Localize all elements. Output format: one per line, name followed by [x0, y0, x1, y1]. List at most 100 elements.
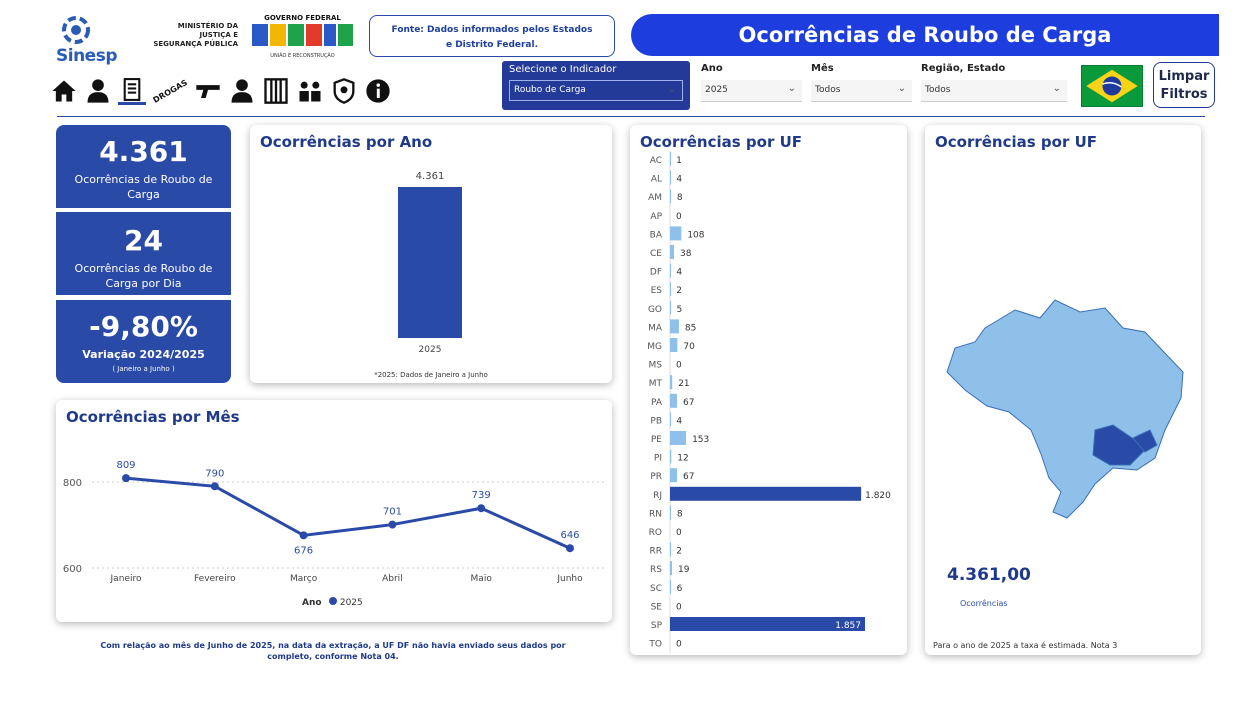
shield-icon[interactable] — [330, 77, 358, 105]
indicator-select[interactable]: Roubo de Carga ⌄ — [509, 80, 683, 101]
data-label: 701 — [383, 507, 402, 518]
year-chart-card: Ocorrências por Ano 4.361 2025 *2025: Dad… — [250, 125, 612, 383]
uf-tick-label: PR — [650, 472, 662, 482]
uf-tick-label: SP — [651, 621, 663, 631]
kpi-per-day-label-1: Ocorrências de Roubo de — [74, 262, 213, 275]
kpi-per-day: 24 Ocorrências de Roubo de Carga por Dia — [56, 212, 231, 295]
uf-value-label: 5 — [677, 305, 683, 315]
info-icon[interactable] — [364, 77, 392, 105]
uf-value-label: 1 — [676, 156, 682, 166]
uf-tick-label: AM — [648, 193, 662, 203]
uf-value-label: 4 — [676, 175, 682, 185]
clear-line-1: Limpar — [1158, 69, 1210, 84]
x-tick-label: Junho — [556, 574, 583, 584]
chevron-down-icon: ⌄ — [787, 83, 796, 94]
x-tick-label: Março — [290, 574, 318, 584]
uf-bar — [670, 263, 671, 278]
mes-select[interactable]: Todos ⌄ — [811, 80, 912, 102]
gov-top-text: GOVERNO FEDERAL — [264, 14, 341, 22]
regiao-filter: Região, Estado Todos ⌄ — [921, 63, 1067, 102]
uf-tick-label: GO — [648, 305, 662, 315]
nav-bar: DROGAS — [50, 74, 392, 108]
map-title: Ocorrências por UF — [935, 133, 1097, 151]
uf-value-label: 1.820 — [865, 491, 891, 501]
x-tick-label: Fevereiro — [194, 574, 236, 584]
gun-icon[interactable] — [194, 77, 222, 105]
uf-value-label: 70 — [683, 342, 695, 352]
document-icon[interactable] — [118, 77, 146, 105]
uf-tick-label: PE — [651, 435, 662, 445]
kpi-total-label-1: Ocorrências de Roubo de — [74, 173, 213, 186]
source-line-2: e Distrito Federal. — [445, 40, 539, 50]
uf-value-label: 6 — [677, 584, 683, 594]
prison-icon[interactable] — [262, 77, 290, 105]
indicator-filter: Selecione o Indicador Roubo de Carga ⌄ — [502, 61, 690, 110]
map-state-rj[interactable] — [1132, 429, 1158, 453]
uf-tick-label: ES — [651, 286, 663, 296]
group-icon[interactable] — [296, 77, 324, 105]
month-legend: Ano 2025 — [302, 597, 363, 608]
brazil-flag-icon[interactable] — [1081, 65, 1143, 107]
source-line-1: Fonte: Dados informados pelos Estados — [391, 25, 593, 35]
government-logo: GOVERNO FEDERAL UNIÃO E RECONSTRUÇÃO — [250, 14, 355, 64]
clear-filters-button[interactable]: Limpar Filtros — [1153, 62, 1215, 108]
year-chart-footnote: *2025: Dados de Janeiro a Junho — [374, 371, 488, 379]
kpi-total-value: 4.361 — [99, 135, 188, 168]
brazil-map-shape[interactable] — [946, 299, 1184, 519]
regiao-value: Todos — [925, 85, 951, 95]
uf-bar — [670, 561, 672, 576]
month-chart-title: Ocorrências por Mês — [66, 408, 240, 426]
map-state-sp[interactable] — [1092, 424, 1146, 466]
uf-tick-label: RO — [649, 528, 662, 538]
chevron-down-icon: ⌄ — [667, 84, 676, 95]
uf-bar — [670, 486, 862, 501]
year-tick-label: 2025 — [419, 345, 442, 355]
data-point — [477, 504, 486, 513]
regiao-label: Região, Estado — [921, 63, 1006, 74]
kpi-variation-value: -9,80% — [89, 310, 198, 343]
uf-value-label: 67 — [683, 472, 694, 482]
uf-bar — [670, 170, 671, 185]
legend-item: 2025 — [339, 598, 363, 608]
kpi-total: 4.361 Ocorrências de Roubo de Carga — [56, 125, 231, 208]
uf-value-label: 0 — [676, 212, 682, 222]
kpi-total-label-2: Carga — [127, 188, 160, 201]
uf-bar — [670, 431, 687, 445]
clear-line-2: Filtros — [1160, 87, 1208, 102]
source-box: Fonte: Dados informados pelos Estados e … — [369, 15, 615, 57]
uf-tick-label: MS — [649, 361, 663, 371]
uf-tick-label: AL — [651, 175, 662, 185]
brasil-wordmark — [252, 24, 353, 46]
mes-label: Mês — [811, 63, 834, 74]
x-tick-label: Janeiro — [110, 574, 142, 584]
uf-tick-label: RN — [649, 509, 662, 519]
uf-value-label: 21 — [678, 379, 689, 389]
uf-value-label: 2 — [676, 547, 682, 557]
bottom-footnote: Com relação ao mês de Junho de 2025, na … — [100, 641, 566, 661]
brazil-map — [946, 299, 1184, 519]
uf-bar — [670, 468, 678, 483]
uf-bar — [670, 505, 671, 520]
year-chart-title: Ocorrências por Ano — [260, 133, 433, 151]
ano-select[interactable]: 2025 ⌄ — [701, 80, 802, 102]
uf-value-label: 108 — [687, 230, 704, 240]
ministry-line-3: SEGURANÇA PÚBLICA — [153, 40, 238, 48]
person-icon[interactable] — [84, 77, 112, 105]
drogas-icon[interactable]: DROGAS — [151, 77, 189, 105]
uf-value-label: 67 — [683, 398, 694, 408]
uf-bar — [670, 375, 673, 390]
sinesp-emblem-icon — [62, 16, 90, 44]
person-search-icon[interactable] — [228, 77, 256, 105]
kpi-variation: -9,80% Variação 2024/2025 ( Janeiro a Ju… — [56, 300, 231, 383]
uf-bar — [670, 226, 682, 241]
uf-value-label: 0 — [676, 528, 682, 538]
uf-value-label: 19 — [678, 565, 690, 575]
home-icon[interactable] — [50, 77, 78, 105]
data-label: 790 — [205, 468, 224, 479]
regiao-select[interactable]: Todos ⌄ — [921, 80, 1067, 102]
y-tick-label: 600 — [63, 564, 82, 575]
uf-tick-label: RS — [650, 565, 662, 575]
data-label: 646 — [560, 530, 579, 541]
kpi-per-day-label: Ocorrências de Roubo de Carga por Dia — [56, 261, 231, 291]
kpi-total-label: Ocorrências de Roubo de Carga — [56, 172, 231, 202]
